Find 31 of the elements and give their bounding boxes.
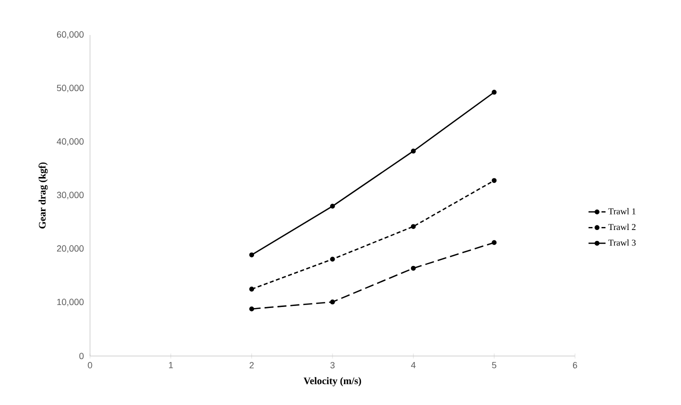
y-tick-label: 20,000 (57, 245, 84, 253)
x-tick-label: 0 (88, 362, 92, 368)
legend-label: Trawl 1 (608, 208, 636, 214)
point (330, 300, 335, 304)
y-tick-label: 50,000 (56, 84, 84, 92)
x-tick-label: 1 (169, 362, 173, 368)
point (249, 286, 254, 292)
x-tick-label: 4 (411, 362, 416, 368)
y-tick-label: 40,000 (56, 138, 84, 146)
point (492, 240, 497, 246)
y-tick-label: 10,000 (57, 298, 84, 306)
point (330, 256, 335, 262)
y-axis-title: Gear drag (kgf) (38, 162, 48, 228)
point (330, 204, 335, 209)
legend-label: Trawl 3 (608, 239, 636, 246)
y-tick-label: 0 (79, 352, 84, 360)
point (410, 148, 416, 154)
x-tick-label: 2 (250, 362, 254, 368)
x-tick-label: 5 (492, 362, 496, 368)
x-tick-label: 3 (330, 362, 335, 368)
point (410, 266, 416, 271)
y-tick-label: 60,000 (57, 31, 84, 39)
point (410, 224, 416, 229)
legend-label: Trawl 2 (608, 224, 636, 230)
point (492, 178, 497, 183)
point (249, 306, 254, 312)
x-tick-label: 6 (572, 362, 578, 368)
x-axis-title: Velocity (m/s) (304, 377, 362, 386)
y-tick-label: 30,000 (56, 192, 84, 200)
point (492, 90, 497, 95)
point (249, 252, 254, 258)
